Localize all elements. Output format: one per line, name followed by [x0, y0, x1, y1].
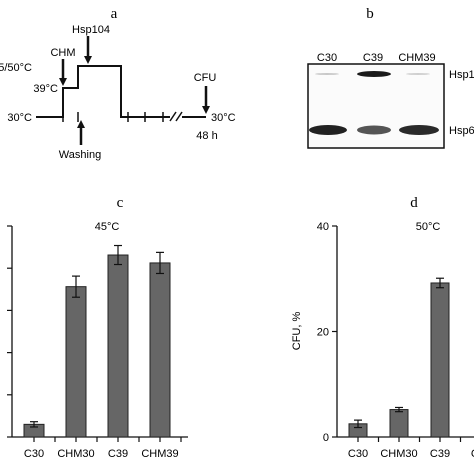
chart-d-ylabel: CFU, % [291, 312, 303, 351]
time-48h-label: 48 h [196, 130, 217, 142]
lane-label: CHM39 [398, 52, 435, 64]
panel-a-letter: a [111, 6, 118, 22]
bar [107, 254, 129, 438]
bar [65, 286, 87, 438]
category-label: CHM30 [380, 448, 417, 460]
category-label: CHM39 [141, 448, 178, 460]
panel-a: a Hsp104 45/50°C CHM 39°C 30°C Washing C… [0, 6, 236, 161]
time-ticks [62, 112, 164, 122]
axis-break [169, 111, 183, 122]
y-tick-label: 0 [323, 432, 329, 444]
panel-d: d CFU, % 0 20 40 50°C C30 CHM30 C39 C39 [291, 195, 474, 460]
temp-39-label: 39°C [33, 83, 58, 95]
category-label: C39 [108, 448, 128, 460]
panel-b: b C30 C39 CHM39 Hsp1 Hsp6 [307, 6, 474, 149]
temp-30-left-label: 30°C [7, 112, 32, 124]
washing-label: Washing [59, 149, 101, 161]
hsp104-band-faint [406, 73, 430, 75]
category-label: C39 [471, 448, 474, 460]
panel-b-letter: b [366, 6, 374, 22]
lane-label: C30 [317, 52, 337, 64]
y-tick-label: 40 [317, 221, 329, 233]
cfu-label: CFU [194, 72, 217, 84]
temp-45-50-label: 45/50°C [0, 62, 32, 74]
chart-c: 45°C C30 CHM30 C39 CHM39 [7, 221, 188, 460]
y-tick-label: 20 [317, 327, 329, 339]
category-label: C39 [430, 448, 450, 460]
panel-c-letter: c [117, 195, 124, 211]
panel-d-letter: d [410, 195, 418, 211]
hsp60-band [357, 125, 391, 135]
hsp60-band [309, 125, 347, 135]
temp-30-right-label: 30°C [211, 112, 236, 124]
chart-d: 0 20 40 50°C C30 CHM30 C39 C39 [317, 221, 474, 460]
band-label-hsp104: Hsp1 [449, 69, 474, 81]
hsp104-band-faint [315, 73, 339, 75]
bar [430, 282, 450, 438]
temperature-annotation: 45°C [95, 221, 120, 233]
panel-c: c 45°C C30 CHM30 C39 CHM39 [7, 195, 188, 460]
hsp104-label: Hsp104 [72, 24, 110, 36]
hsp104-band [357, 71, 391, 77]
bar [389, 409, 409, 438]
lane-label: C39 [363, 52, 383, 64]
hsp60-band [399, 125, 439, 135]
chm-label: CHM [50, 47, 75, 59]
bar [149, 262, 171, 438]
category-label: C30 [24, 448, 44, 460]
category-label: CHM30 [57, 448, 94, 460]
category-label: C30 [348, 448, 368, 460]
temperature-annotation: 50°C [416, 221, 441, 233]
band-label-hsp60: Hsp6 [449, 125, 474, 137]
